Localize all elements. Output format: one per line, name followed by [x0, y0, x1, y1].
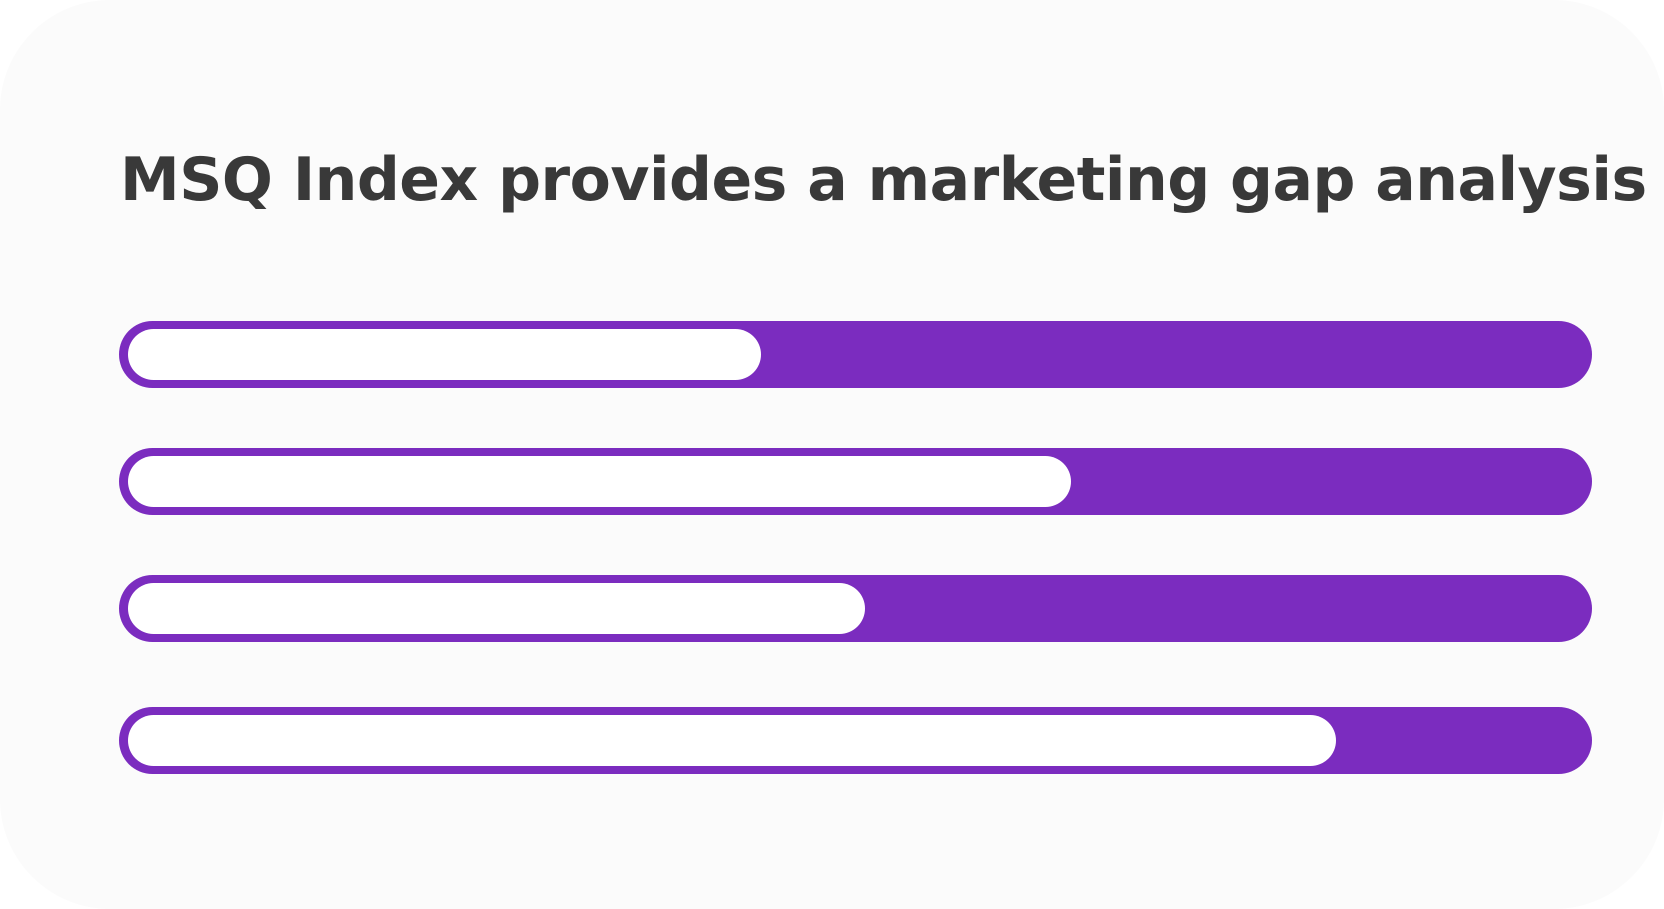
progress-bar-1: [119, 321, 1592, 388]
progress-bar-4: [119, 707, 1592, 774]
progress-bar-3-fill: [128, 583, 865, 634]
progress-bar-2-fill: [128, 456, 1071, 507]
progress-bar-1-fill: [128, 329, 761, 380]
bar-list: [119, 321, 1592, 774]
page-title: MSQ Index provides a marketing gap analy…: [120, 145, 1647, 215]
progress-bar-4-fill: [128, 715, 1336, 766]
progress-bar-3: [119, 575, 1592, 642]
progress-bar-2: [119, 448, 1592, 515]
